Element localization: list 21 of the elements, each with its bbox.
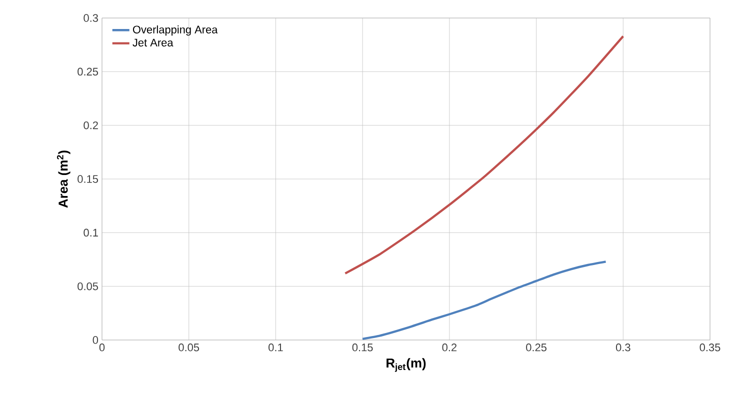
text: Area (m$^{2}$) — [56, 150, 70, 208]
y-tick-label: 0.2 — [84, 121, 98, 130]
x-tick-label: 0 — [99, 344, 105, 352]
legend-label: Overlapping Area — [132, 25, 218, 36]
legend-label: Jet Area — [132, 38, 174, 46]
line-series — [361, 260, 607, 340]
x-tick-label: 0.25 — [526, 344, 546, 352]
y-tick-label: 0.25 — [78, 68, 98, 76]
y-tick-label: 0.05 — [78, 282, 98, 290]
y-tick-label: 0.3 — [84, 14, 98, 22]
x-tick-label: 0.15 — [352, 344, 373, 352]
x-tick-label: 0.05 — [178, 344, 200, 352]
x-tick-label: 0.1 — [268, 344, 283, 352]
x-tick-label: 0.2 — [442, 344, 457, 352]
y-tick-label: 0 — [92, 336, 98, 344]
line-series — [344, 35, 624, 275]
y-tick-label: 0.15 — [78, 175, 98, 183]
y-tick-label: 0.1 — [84, 228, 98, 237]
text: R$_{jet}$(m) — [386, 358, 426, 372]
x-tick-label: 0.35 — [700, 344, 720, 352]
x-tick-label: 0.3 — [616, 344, 630, 352]
